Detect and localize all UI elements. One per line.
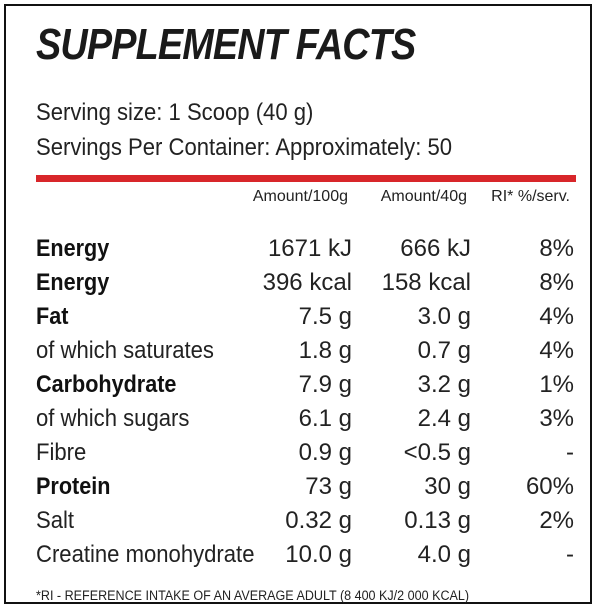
nutrient-label: Energy	[36, 235, 110, 262]
table-row: Carbohydrate 7.9 g 3.2 g 1%	[6, 371, 594, 404]
reference-intake-footnote: *RI - REFERENCE INTAKE OF AN AVERAGE ADU…	[36, 588, 470, 603]
serving-size: Serving size: 1 Scoop (40 g)	[36, 99, 314, 126]
table-row: Creatine monohydrate 10.0 g 4.0 g -	[6, 541, 594, 574]
value-per40: 3.0 g	[417, 303, 471, 330]
value-ri: 8%	[539, 235, 574, 262]
value-ri: 2%	[539, 507, 574, 534]
value-per40: 0.7 g	[417, 337, 471, 364]
column-header-ri: RI* %/serv.	[491, 188, 570, 205]
column-header-per40: Amount/40g	[380, 188, 467, 205]
value-ri: 1%	[539, 371, 574, 398]
value-per40: 158 kcal	[381, 269, 471, 296]
nutrient-label: Fibre	[36, 439, 87, 466]
value-ri: 60%	[525, 473, 574, 500]
value-per100: 73 g	[305, 473, 352, 500]
value-per40: 3.2 g	[417, 371, 471, 398]
value-ri: 4%	[539, 303, 574, 330]
value-per40: 0.13 g	[404, 507, 471, 534]
value-ri: -	[566, 541, 574, 568]
table-row: Protein 73 g 30 g 60%	[6, 473, 594, 506]
value-per40: 30 g	[424, 473, 471, 500]
table-row: Fat 7.5 g 3.0 g 4%	[6, 303, 594, 336]
value-ri: -	[566, 439, 574, 466]
value-per40: 666 kJ	[400, 235, 471, 262]
value-per100: 1.8 g	[298, 337, 352, 364]
value-per100: 0.32 g	[285, 507, 352, 534]
nutrient-label: Carbohydrate	[36, 371, 177, 398]
table-row: Energy 396 kcal 158 kcal 8%	[6, 269, 594, 302]
nutrient-label: Salt	[36, 507, 75, 534]
value-per40: 4.0 g	[417, 541, 471, 568]
nutrient-label: Protein	[36, 473, 111, 500]
table-row: of which sugars 6.1 g 2.4 g 3%	[6, 405, 594, 438]
value-ri: 4%	[539, 337, 574, 364]
nutrient-label: Energy	[36, 269, 110, 296]
nutrient-label: of which sugars	[36, 405, 190, 432]
servings-per-container: Servings Per Container: Approximately: 5…	[36, 134, 453, 161]
table-row: Fibre 0.9 g <0.5 g -	[6, 439, 594, 472]
table-row: Energy 1671 kJ 666 kJ 8%	[6, 235, 594, 268]
value-ri: 8%	[539, 269, 574, 296]
supplement-facts-panel: SUPPLEMENT FACTS Serving size: 1 Scoop (…	[4, 4, 592, 604]
header-divider-bar	[36, 175, 576, 182]
value-per100: 0.9 g	[298, 439, 352, 466]
value-per100: 7.9 g	[298, 371, 352, 398]
value-per100: 396 kcal	[262, 269, 352, 296]
value-per100: 6.1 g	[298, 405, 352, 432]
nutrient-label: Creatine monohydrate	[36, 541, 255, 568]
nutrient-label: of which saturates	[36, 337, 214, 364]
value-per100: 1671 kJ	[267, 235, 352, 262]
value-per40: <0.5 g	[403, 439, 471, 466]
nutrient-label: Fat	[36, 303, 69, 330]
table-row: Salt 0.32 g 0.13 g 2%	[6, 507, 594, 540]
column-header-per100: Amount/100g	[252, 188, 348, 205]
value-per100: 7.5 g	[298, 303, 352, 330]
value-per40: 2.4 g	[417, 405, 471, 432]
panel-title: SUPPLEMENT FACTS	[36, 20, 416, 69]
value-ri: 3%	[539, 405, 574, 432]
value-per100: 10.0 g	[285, 541, 352, 568]
table-row: of which saturates 1.8 g 0.7 g 4%	[6, 337, 594, 370]
